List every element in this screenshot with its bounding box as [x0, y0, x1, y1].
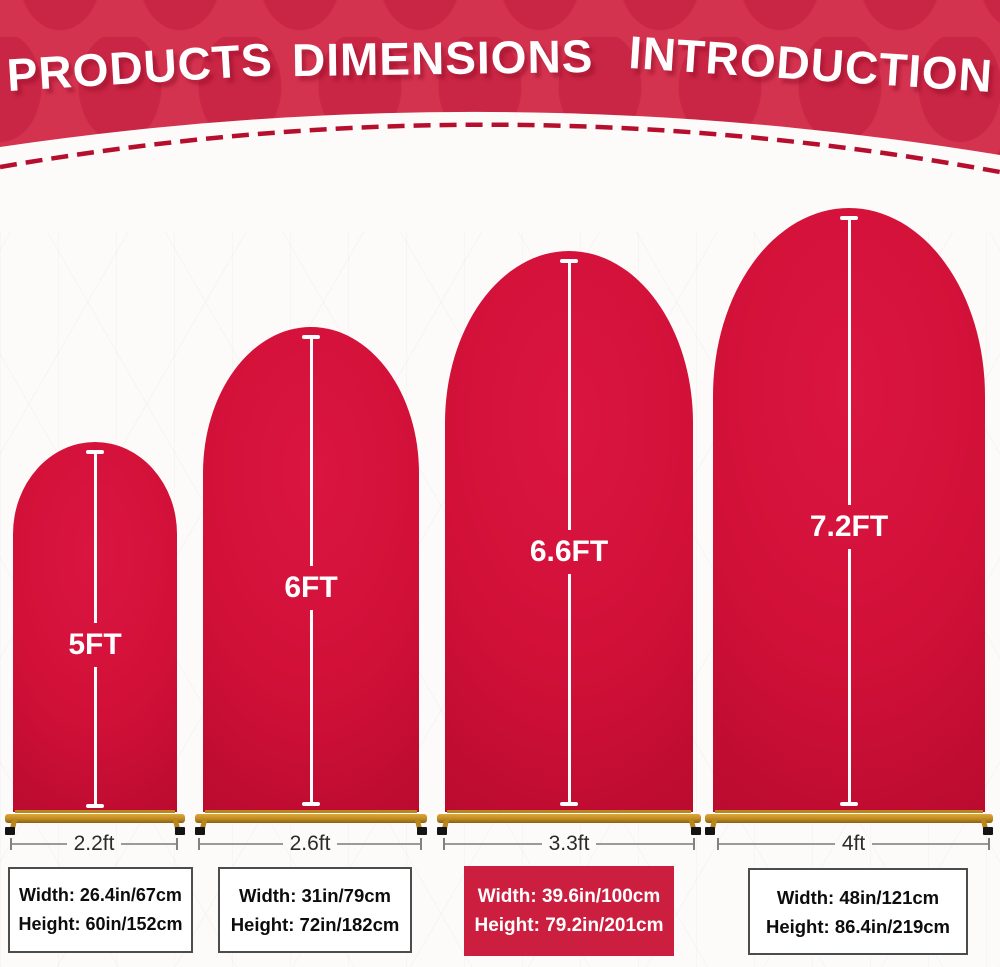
stand-foot-left — [705, 827, 715, 835]
height-measure-line-lower — [309, 610, 313, 806]
spec-height-line: Height: 72in/182cm — [230, 914, 400, 935]
stand-foot-right — [691, 827, 701, 835]
arch-height-label: 5FT — [68, 628, 122, 661]
width-dimension-7-2ft: 4ft — [717, 832, 990, 855]
stand-foot-right — [175, 827, 185, 835]
stand-back-rail — [15, 810, 175, 813]
dimension-line — [719, 843, 835, 845]
stand-back-rail — [447, 810, 691, 813]
dimension-line — [445, 843, 542, 845]
height-measure-line-lower — [847, 549, 851, 806]
stand-foot-left — [437, 827, 447, 835]
height-measure-line-upper — [567, 263, 571, 530]
dimension-line — [200, 843, 283, 845]
stand-back-rail — [205, 810, 417, 813]
spec-box-7-2ft: Width: 48in/121cm Height: 86.4in/219cm — [748, 868, 968, 955]
width-dimension-6ft: 2.6ft — [198, 832, 422, 855]
curve-divider — [0, 111, 1000, 232]
measure-tick-bottom — [560, 802, 578, 806]
stand-foot-left — [195, 827, 205, 835]
stand-bar — [195, 814, 427, 823]
arch-height-label: 7.2FT — [809, 510, 889, 543]
arch-height-label: 6.6FT — [529, 535, 609, 568]
width-label: 2.2ft — [73, 832, 115, 855]
spec-height-line: Height: 86.4in/219cm — [765, 915, 951, 937]
arch-panel-5ft: 5FT — [13, 442, 177, 812]
arch-stand-6ft — [195, 810, 427, 836]
measure-tick-top — [86, 450, 104, 454]
height-measure-line-lower — [567, 574, 571, 806]
dimension-line — [337, 843, 420, 845]
measure-tick-bottom — [302, 802, 320, 806]
width-dimension-5ft: 2.2ft — [10, 832, 178, 855]
stand-foot-right — [983, 827, 993, 835]
arch-stand-5ft — [5, 810, 185, 836]
arch-panel-6ft: 6FT — [203, 327, 419, 812]
spec-width-line: Width: 26.4in/67cm — [19, 885, 182, 905]
arch-stand-6-6ft — [437, 810, 701, 836]
measure-tick-top — [840, 216, 858, 220]
stand-bar — [705, 814, 993, 823]
height-measure-line-upper — [309, 339, 313, 566]
spec-width-line: Width: 31in/79cm — [239, 885, 391, 906]
spec-width-line: Width: 48in/121cm — [776, 886, 940, 908]
dashed-curve-line — [0, 122, 1000, 175]
spec-height-line: Height: 79.2in/201cm — [474, 915, 664, 936]
spec-box-6-6ft-highlighted: Width: 39.6in/100cm Height: 79.2in/201cm — [464, 866, 674, 956]
arch-height-label: 6FT — [284, 571, 338, 604]
stand-foot-right — [417, 827, 427, 835]
arch-panel-7-2ft: 7.2FT — [713, 208, 985, 812]
white-curve-shape — [0, 111, 1000, 232]
spec-box-5ft: Width: 26.4in/67cm Height: 60in/152cm — [8, 867, 193, 953]
width-dimension-6-6ft: 3.3ft — [443, 832, 695, 855]
stand-foot-left — [5, 827, 15, 835]
arch-panel-6-6ft: 6.6FT — [445, 251, 693, 812]
height-measure-line-upper — [847, 220, 851, 505]
measure-tick-top — [560, 259, 578, 263]
spec-width-line: Width: 39.6in/100cm — [477, 886, 661, 907]
stand-bar — [437, 814, 701, 823]
dimension-line — [596, 843, 693, 845]
measure-tick-bottom — [86, 804, 104, 808]
measure-tick-bottom — [840, 802, 858, 806]
arch-stand-7-2ft — [705, 810, 993, 836]
page-title: PRODUCTS DIMENSIONS INTRODUCTION — [0, 26, 1000, 102]
spec-height-line: Height: 60in/152cm — [18, 914, 183, 934]
width-label: 2.6ft — [289, 832, 331, 855]
dimension-line — [121, 843, 176, 845]
header-banner: PRODUCTS DIMENSIONS INTRODUCTION — [0, 0, 1000, 232]
width-label: 4ft — [841, 832, 866, 855]
width-label: 3.3ft — [548, 832, 590, 855]
dimension-line — [872, 843, 989, 845]
stand-bar — [5, 814, 185, 823]
height-measure-line-lower — [93, 667, 97, 806]
spec-box-6ft: Width: 31in/79cm Height: 72in/182cm — [218, 867, 412, 953]
stand-back-rail — [715, 810, 983, 813]
height-measure-line-upper — [93, 454, 97, 623]
measure-tick-top — [302, 335, 320, 339]
title-word-dimensions: DIMENSIONS — [291, 29, 594, 87]
dimension-line — [12, 843, 67, 845]
